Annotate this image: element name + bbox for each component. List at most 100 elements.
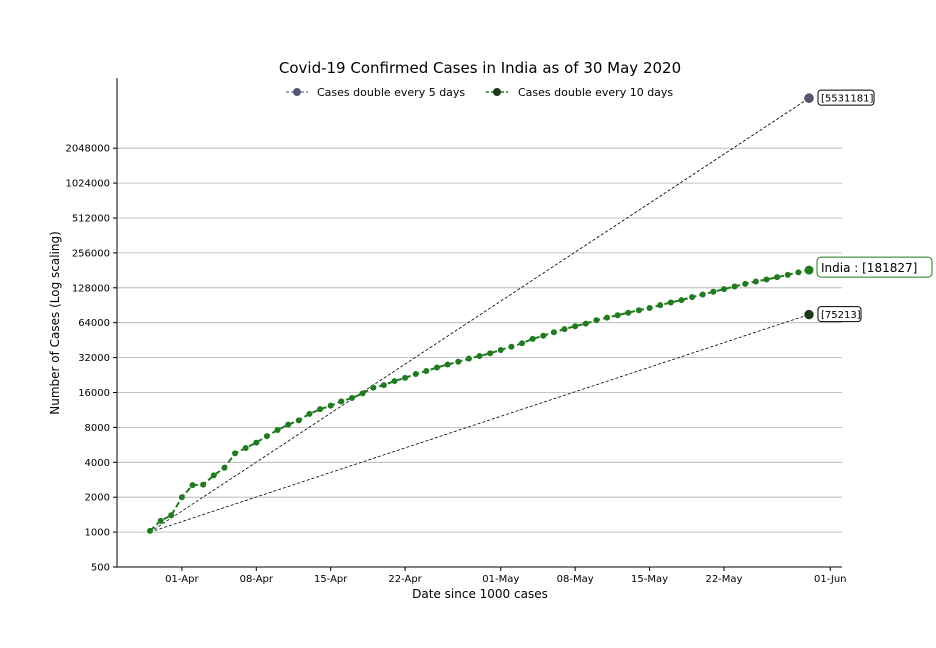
india-point xyxy=(178,494,185,501)
india-point xyxy=(635,307,642,314)
series-layer xyxy=(147,93,814,534)
india-point xyxy=(189,482,196,489)
india-point xyxy=(784,271,791,278)
y-axis: 500 1000 2000 4000 8000 16000 32000 64000 128000… xyxy=(65,144,117,574)
x-tick-label: 22-Apr xyxy=(388,574,422,585)
india-point xyxy=(646,304,653,311)
india-point xyxy=(497,346,504,353)
india-point xyxy=(487,350,494,357)
end-label-box-5-days xyxy=(817,89,875,106)
india-point xyxy=(731,283,738,290)
india-point xyxy=(550,329,557,336)
india-point xyxy=(625,309,632,316)
india-point xyxy=(742,280,749,287)
y-tick-label: 500 xyxy=(91,563,110,574)
india-point xyxy=(380,382,387,389)
india-point xyxy=(274,426,281,433)
legend-marker-10-days xyxy=(493,88,501,96)
india-point xyxy=(348,394,355,401)
india-point xyxy=(582,320,589,327)
x-tick-label: 15-May xyxy=(631,574,668,585)
india-point xyxy=(795,269,802,276)
india-point xyxy=(804,265,814,275)
reference-endpoint-10-days xyxy=(804,309,814,320)
india-point xyxy=(572,323,579,330)
legend-label-10-days: Cases double every 10 days xyxy=(518,86,673,99)
end-label-10-days: [75213] xyxy=(821,310,861,321)
reference-line-10-days xyxy=(149,314,810,533)
india-point xyxy=(295,417,302,424)
y-tick-label: 1024000 xyxy=(65,179,110,190)
india-point xyxy=(529,335,536,342)
x-axis-label: Date since 1000 cases xyxy=(412,587,548,601)
india-point xyxy=(720,286,727,293)
india-point xyxy=(338,398,345,405)
legend: Cases double every 5 days Cases double e… xyxy=(286,86,673,99)
y-tick-label: 128000 xyxy=(72,283,110,294)
india-point xyxy=(232,450,239,457)
india-point xyxy=(476,352,483,359)
x-tick-label: 15-Apr xyxy=(314,574,348,585)
x-tick-label: 01-Apr xyxy=(165,574,199,585)
chart-title: Covid-19 Confirmed Cases in India as of … xyxy=(279,59,681,77)
y-tick-label: 16000 xyxy=(78,388,110,399)
x-tick-label: 22-May xyxy=(705,574,742,585)
india-point xyxy=(370,384,377,391)
india-point xyxy=(763,276,770,283)
legend-marker-5-days xyxy=(293,88,301,96)
india-point xyxy=(540,332,547,339)
y-tick-label: 64000 xyxy=(78,318,110,329)
india-point xyxy=(774,274,781,281)
india-point xyxy=(412,371,419,378)
reference-line-5-days xyxy=(149,97,810,533)
x-tick-label: 01-Jun xyxy=(814,574,847,585)
india-point xyxy=(306,410,313,417)
india-point xyxy=(604,314,611,321)
india-point xyxy=(678,297,685,304)
x-tick-label: 08-May xyxy=(557,574,594,585)
india-point xyxy=(710,288,717,295)
india-point xyxy=(519,340,526,347)
india-line xyxy=(149,269,810,532)
india-point xyxy=(689,294,696,301)
india-point xyxy=(200,481,207,488)
y-tick-label: 512000 xyxy=(72,214,110,225)
india-point xyxy=(561,326,568,333)
india-point xyxy=(317,406,324,413)
india-point xyxy=(147,527,153,534)
y-tick-label: 32000 xyxy=(78,353,110,364)
x-axis: 01-Apr 08-Apr 15-Apr 22-Apr 01-May 08-May 15-M… xyxy=(165,567,847,585)
end-label-5-days: [5531181] xyxy=(821,94,873,105)
india-point xyxy=(402,374,409,381)
india-point xyxy=(455,358,462,365)
x-tick-label: 01-May xyxy=(482,574,519,585)
india-point xyxy=(667,299,674,306)
india-point xyxy=(752,278,759,285)
india-point xyxy=(263,433,270,440)
india-point xyxy=(157,517,164,524)
india-point xyxy=(327,402,334,409)
india-point xyxy=(657,302,664,309)
y-axis-label: Number of Cases (Log scaling) xyxy=(48,231,62,415)
y-tick-label: 2000 xyxy=(85,493,110,504)
india-label-box xyxy=(816,256,933,278)
india-end-label: India : [181827] xyxy=(821,261,917,275)
y-tick-label: 4000 xyxy=(85,458,110,469)
grid-lines xyxy=(117,147,842,533)
india-point xyxy=(444,361,451,368)
india-point xyxy=(359,390,366,397)
india-point xyxy=(210,472,217,479)
y-tick-label: 8000 xyxy=(85,423,110,434)
india-point xyxy=(465,355,472,362)
end-label-box-10-days xyxy=(817,306,862,323)
end-labels: [5531181] [75213] India : [181827] xyxy=(816,89,933,323)
y-tick-label: 1000 xyxy=(85,528,110,539)
india-point xyxy=(593,317,600,324)
legend-label-5-days: Cases double every 5 days xyxy=(317,86,465,99)
india-point xyxy=(423,367,430,374)
reference-endpoint-5-days xyxy=(804,93,814,103)
india-point xyxy=(614,312,621,319)
x-tick-label: 08-Apr xyxy=(240,574,274,585)
india-point xyxy=(433,364,440,371)
